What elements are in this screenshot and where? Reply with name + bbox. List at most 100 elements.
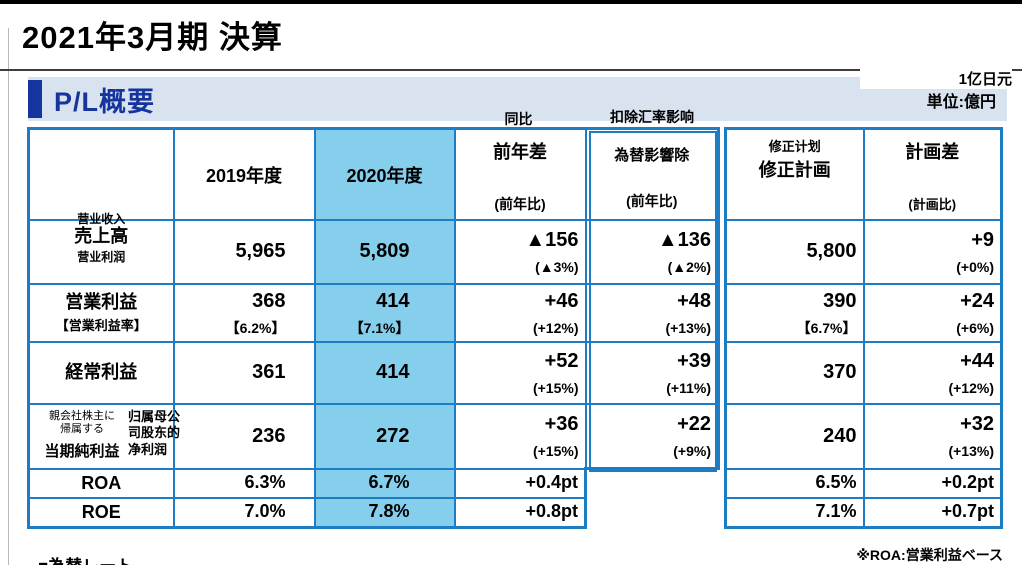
ordinary-fy2019-value: 361 [252,361,286,383]
header-fx-excluded: 為替影響除 (前年比) [584,127,720,221]
page-title: 2021年3月期 決算 [22,20,283,55]
ordinary-fx-value: +39 [677,349,711,372]
operating-yoy-pct: (+12%) [532,319,579,336]
sales-yoy-value: ▲156 [525,228,579,251]
cell-roe-label: ROE [27,496,175,529]
sales-fx-pct: (▲2%) [667,258,711,275]
cell-roa-fy2019: 6.3% [172,467,316,499]
roa-fy2020-value: 6.7% [368,472,410,493]
cell-roe-yoy: +0.8pt [453,496,587,529]
operating-fy2020-margin: 【7.1%】 [349,319,410,336]
roe-fy2019-value: 7.0% [244,501,286,522]
cell-operating-label: 営業利益 【営業利益率】 [27,282,175,343]
top-black-bar [0,0,1022,4]
cell-roa-fx-empty [586,469,719,498]
net-yoy-value: +36 [544,413,579,436]
net-plan-diff-value: +32 [960,413,994,436]
roa-yoy-value: +0.4pt [525,472,578,493]
sales-plan-value: 5,800 [806,240,857,262]
ordinary-plan-value: 370 [823,361,857,383]
cell-ordinary-yoy: +52 (+15%) [453,340,587,405]
title-separator-line [0,69,1022,71]
operating-yoy-value: +46 [544,289,579,312]
sales-label-cn-bottom: 营业利润 [77,250,126,265]
roa-fy2019-value: 6.3% [244,472,286,493]
cell-ordinary-fy2019: 361 [172,340,316,405]
annotation-yoy: 同比 [504,111,533,127]
header-fx-excluded-label: 為替影響除 [614,147,690,164]
cell-ordinary-fx: +39 (+11%) [584,340,720,405]
section-header-strip: P/L概要 [28,77,1007,121]
roa-plan-diff-value: +0.2pt [941,472,994,493]
operating-label-sub: 【営業利益率】 [55,317,147,333]
cell-sales-fx: ▲136 (▲2%) [584,218,720,285]
sales-label-cn-top: 营业收入 [77,211,126,226]
cell-roe-fx-empty [586,498,719,528]
net-label-small: 親会社株主に 帰属する [49,409,115,436]
operating-fy2019-value: 368 [252,289,286,312]
sales-fx-value: ▲136 [657,228,711,251]
cell-roa-fy2020: 6.7% [313,467,456,499]
cell-sales-fy2020: 5,809 [313,218,456,285]
operating-plan-diff-pct: (+6%) [956,319,994,336]
cell-sales-yoy: ▲156 (▲3%) [453,218,587,285]
sales-fy2020-value: 5,809 [359,240,410,262]
ordinary-yoy-value: +52 [544,349,579,372]
cell-operating-plan-diff: +24 (+6%) [862,282,1003,343]
operating-fy2020-value: 414 [376,289,410,312]
roe-label: ROE [81,501,121,522]
net-label-cn: 归属母公 司股东的 净利润 [128,408,181,458]
cell-net-plan-diff: +32 (+13%) [862,402,1003,470]
operating-fx-value: +48 [677,289,711,312]
roe-plan-value: 7.1% [815,501,857,522]
header-fy2020-label: 2020年度 [346,166,423,186]
header-fy2019: 2019年度 [172,127,316,221]
cell-ordinary-label: 経常利益 [27,340,175,405]
operating-plan-margin: 【6.7%】 [796,319,857,336]
cell-roe-fy2019: 7.0% [172,496,316,529]
section-title: P/L概要 [54,87,156,117]
sales-yoy-pct: (▲3%) [535,258,579,275]
sales-plan-diff-value: +9 [971,228,994,251]
cell-roe-fy2020: 7.8% [313,496,456,529]
operating-fx-pct: (+13%) [665,319,711,336]
corner-cell [27,127,175,221]
header-yoy-diff-sublabel: (前年比) [494,196,546,212]
roe-fy2020-value: 7.8% [368,501,410,522]
unit-note: 単位:億円 [926,94,996,111]
cell-roa-label: ROA [27,467,175,499]
cell-ordinary-fy2020: 414 [313,340,456,405]
net-fy2020-value: 272 [376,424,410,447]
net-label: 当期純利益 [44,443,120,460]
cell-operating-fy2019: 368 【6.2%】 [172,282,316,343]
roe-yoy-value: +0.8pt [525,501,578,522]
ordinary-plan-diff-pct: (+12%) [948,379,994,396]
cell-sales-label: 营业收入 売上高 营业利润 [27,212,175,285]
cell-sales-fy2019: 5,965 [172,218,316,285]
header-plan-label-cn: 修正计划 [768,139,821,154]
cell-net-label: 親会社株主に 帰属する 当期純利益 归属母公 司股东的 净利润 [27,402,180,470]
ordinary-yoy-pct: (+15%) [532,379,579,396]
cell-sales-plan-diff: +9 (+0%) [862,218,1003,285]
cell-ordinary-plan-diff: +44 (+12%) [862,340,1003,405]
sales-fy2019-value: 5,965 [235,240,286,262]
roa-label: ROA [81,472,122,493]
cell-roe-plan: 7.1% [724,496,865,529]
net-plan-value: 240 [823,424,857,447]
operating-fy2019-margin: 【6.2%】 [225,319,286,336]
ordinary-plan-diff-value: +44 [960,349,994,372]
cell-roa-plan: 6.5% [724,467,865,499]
roe-plan-diff-value: +0.7pt [941,501,994,522]
net-plan-diff-pct: (+13%) [948,443,994,460]
cell-operating-yoy: +46 (+12%) [453,282,587,343]
sales-label: 売上高 [74,225,129,246]
roa-plan-value: 6.5% [815,472,857,493]
annotation-fx-excluded: 扣除汇率影响 [610,109,694,125]
cell-operating-fx: +48 (+13%) [584,282,720,343]
header-plan-diff-label: 計画差 [905,142,960,162]
ordinary-fx-pct: (+11%) [666,379,711,396]
header-fx-excluded-sublabel: (前年比) [626,193,678,209]
header-yoy-diff: 前年差 (前年比) [453,127,587,221]
section-accent-bar [28,80,42,118]
header-plan-diff: 計画差 (計画比) [862,127,1003,221]
